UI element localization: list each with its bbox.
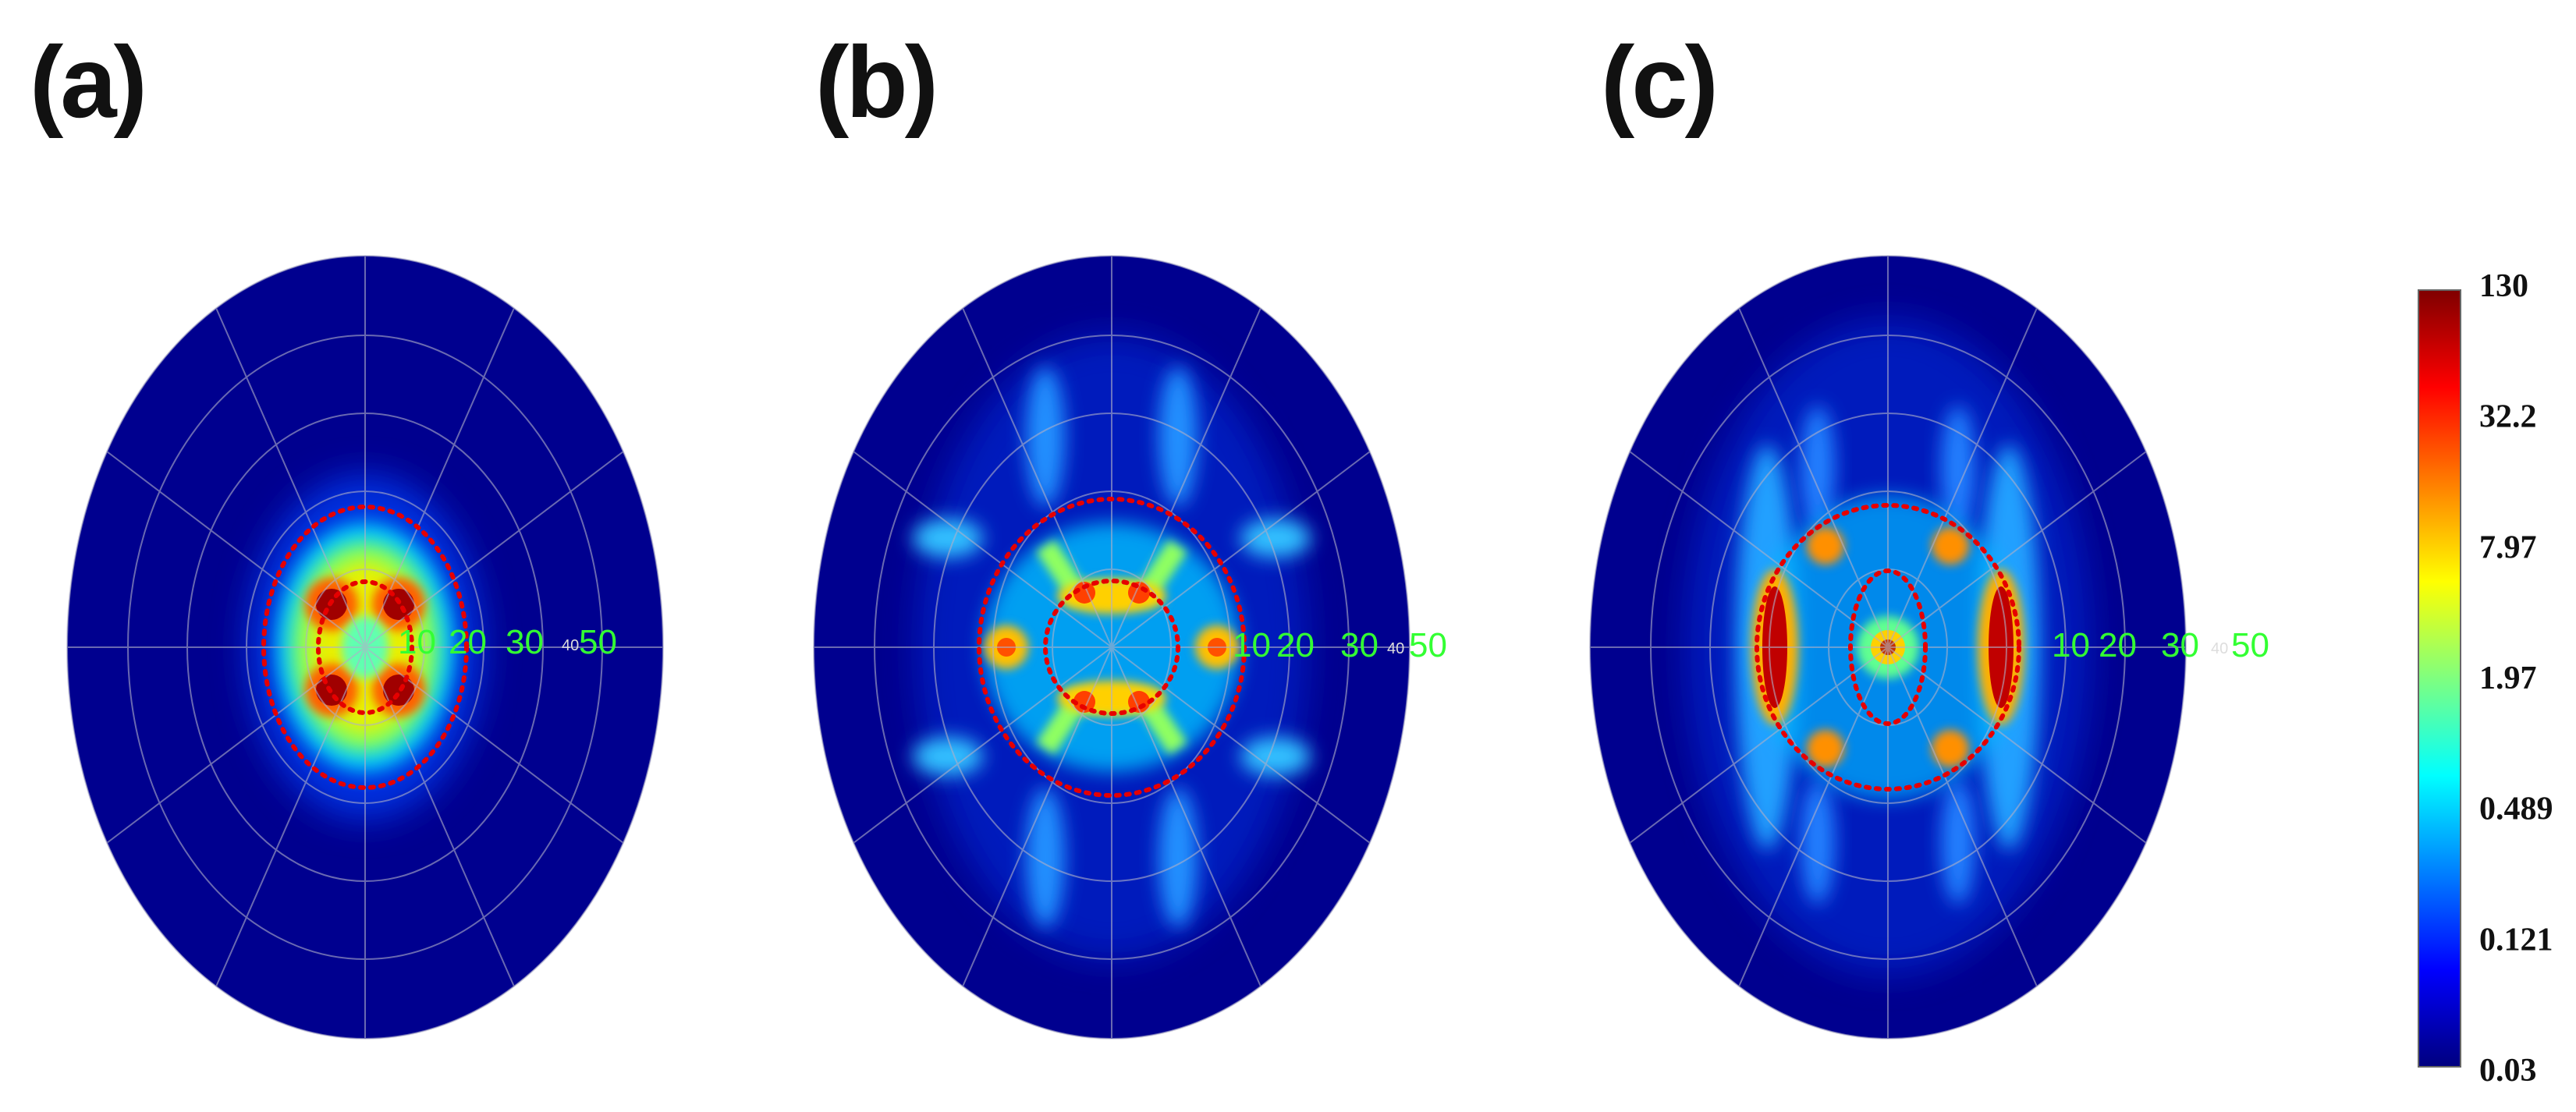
ring-label-40: 40 [2211, 640, 2228, 657]
panel-label-a: (a) [30, 25, 147, 139]
ring-label-10: 10 [398, 623, 436, 661]
ring-labels-b: 10 20 30 40 50 [1233, 626, 1447, 664]
marker-rings-b [977, 497, 1247, 798]
ring-label-40: 40 [1387, 640, 1404, 657]
polar-grid-c [1589, 255, 2187, 1039]
colorbar-tick-label: 0.03 [2479, 1053, 2537, 1089]
colorbar-gradient [2418, 289, 2461, 1068]
marker-rings-a [261, 505, 469, 790]
ring-label-20: 20 [2099, 626, 2137, 664]
ring-label-20: 20 [1276, 626, 1315, 664]
colorbar-tick-label: 0.489 [2479, 792, 2553, 827]
ring-label-30: 30 [506, 623, 544, 661]
ring-label-50: 50 [1409, 626, 1447, 664]
ring-labels-c: 10 20 30 40 50 [2052, 626, 2269, 664]
colorbar-ticks: 130 32.2 7.97 1.97 0.489 0.121 0.03 [2479, 268, 2553, 1089]
colorbar-tick-label: 32.2 [2479, 399, 2537, 435]
polar-grid-b [813, 255, 1410, 1039]
ring-label-20: 20 [449, 623, 487, 661]
ring-label-40: 40 [562, 637, 579, 654]
panel-label-c: (c) [1601, 25, 1719, 139]
polar-panel-b: 10 20 30 40 50 [813, 255, 1447, 1039]
colorbar: 130 32.2 7.97 1.97 0.489 0.121 0.03 [2418, 268, 2553, 1089]
panel-label-b: (b) [815, 25, 939, 139]
ring-label-10: 10 [2052, 626, 2090, 664]
polar-grid-a [66, 255, 664, 1039]
colorbar-tick-label: 0.121 [2479, 922, 2553, 958]
ring-label-50: 50 [579, 623, 617, 661]
colorbar-tick-label: 1.97 [2479, 660, 2537, 696]
ring-label-10: 10 [1233, 626, 1271, 664]
colorbar-tick-label: 130 [2479, 268, 2528, 304]
ring-label-30: 30 [2161, 626, 2199, 664]
colorbar-tick-label: 7.97 [2479, 529, 2537, 565]
ring-label-30: 30 [1340, 626, 1378, 664]
polar-panel-c: 10 20 30 40 50 [1589, 255, 2269, 1039]
polar-panel-a: 10 20 30 40 50 [66, 255, 664, 1039]
marker-rings-c [1755, 503, 2021, 792]
ring-label-50: 50 [2231, 626, 2269, 664]
ring-labels-a: 10 20 30 40 50 [398, 623, 617, 661]
